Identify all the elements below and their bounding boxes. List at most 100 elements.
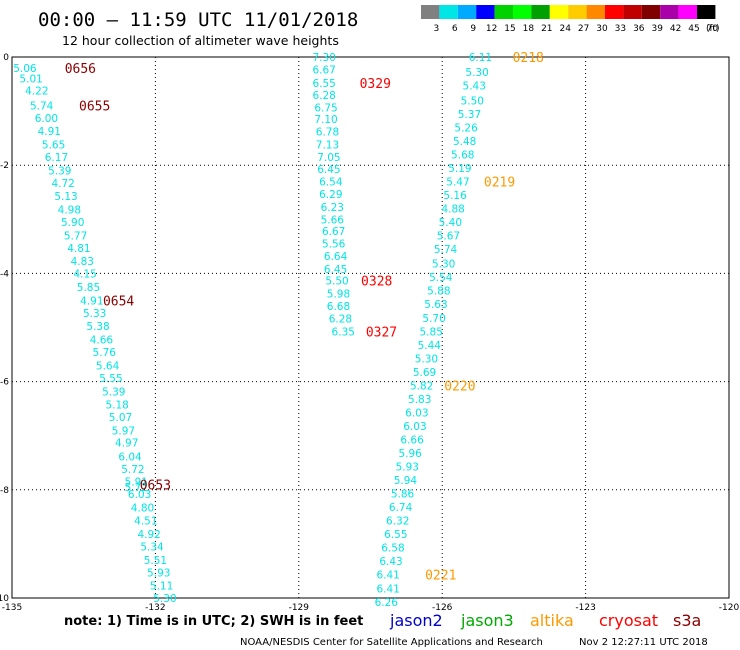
- wave-height-value: 5.77: [64, 231, 87, 243]
- wave-height-value: 5.37: [458, 109, 481, 121]
- wave-height-value: 5.98: [327, 288, 350, 300]
- legend-label: 33: [615, 24, 626, 34]
- wave-height-value: 4.92: [137, 529, 160, 541]
- wave-height-value: 6.11: [469, 52, 492, 64]
- wave-height-value: 6.43: [379, 556, 402, 568]
- time-label: 0654: [103, 294, 134, 309]
- time-label: 0653: [140, 478, 171, 493]
- wave-height-value: 5.65: [42, 140, 65, 152]
- wave-height-value: 7.05: [317, 152, 340, 164]
- legend-label: 21: [541, 24, 552, 34]
- wave-height-value: 6.03: [405, 407, 428, 419]
- wave-height-value: 6.04: [118, 451, 142, 463]
- map-title: 00:00 – 11:59 UTC 11/01/2018: [38, 9, 358, 31]
- track-altika: 6.11 5.30 5.43 5.50 5.375.26 5.485.68 5.195.47…: [375, 52, 493, 609]
- lat-tick-label: -6: [0, 378, 9, 388]
- legend-label: 15: [504, 24, 515, 34]
- wave-height-value: 5.69: [413, 367, 436, 379]
- wave-height-value: 4.97: [115, 438, 138, 450]
- wave-height-value: 5.44: [418, 340, 442, 352]
- wave-height-value: 6.35: [332, 326, 355, 338]
- wave-height-value: 4.83: [71, 256, 94, 268]
- wave-height-value: 4.80: [131, 503, 154, 515]
- satellite-name-altika: altika: [530, 611, 574, 630]
- time-label: 0327: [366, 325, 397, 340]
- lon-tick-label: -135: [2, 603, 22, 613]
- wave-height-value: 6.64: [324, 251, 348, 263]
- time-label: 0328: [361, 274, 392, 289]
- legend-label: 36: [633, 24, 645, 34]
- wave-height-value: 5.56: [322, 239, 346, 251]
- wave-height-value: 4.91: [38, 126, 61, 138]
- wave-height-value: 5.63: [424, 299, 447, 311]
- wave-height-value: 5.55: [99, 373, 122, 385]
- legend-swatch: [476, 5, 495, 19]
- track-cryosat: 5.065.014.225.746.004.915.656.175.394.72…: [13, 63, 176, 605]
- altimeter-tracks: 5.065.014.225.746.004.915.656.175.394.72…: [13, 52, 492, 609]
- legend-swatch: [678, 5, 697, 19]
- wave-height-value: 4.22: [25, 86, 48, 98]
- wave-height-value: 5.26: [454, 122, 478, 134]
- wave-height-value: 5.88: [427, 286, 450, 298]
- wave-height-value: 6.29: [319, 189, 342, 201]
- legend-swatch: [623, 5, 642, 19]
- legend-swatch: [568, 5, 587, 19]
- legend-label: 39: [651, 24, 663, 34]
- wave-height-value: 6.45: [324, 264, 347, 276]
- lon-tick-label: -129: [289, 603, 310, 613]
- wave-height-value: 7.10: [314, 114, 337, 126]
- legend-swatch: [605, 5, 624, 19]
- wave-height-value: 6.68: [327, 301, 350, 313]
- legend-label: 12: [486, 24, 497, 34]
- wave-height-value: 5.11: [150, 581, 173, 593]
- wave-height-value: 6.58: [381, 543, 404, 555]
- timestamp-text: Nov 2 12:27:11 UTC 2018: [579, 637, 708, 648]
- wave-height-value: 5.64: [96, 360, 120, 372]
- wave-height-value: 6.55: [312, 78, 335, 90]
- time-label: 0220: [444, 379, 475, 394]
- wave-height-value: 5.47: [446, 176, 469, 188]
- axis-ticks: -135 -132 -129 -126 -123 -120 0 -2 -4 -6 -8 -10: [0, 53, 739, 613]
- wave-height-value: 5.43: [463, 81, 486, 93]
- wave-height-value: 4.72: [51, 178, 74, 190]
- wave-height-value: 5.83: [408, 394, 431, 406]
- legend-swatch: [439, 5, 458, 19]
- wave-height-value: 4.15: [73, 268, 96, 280]
- wave-height-value: 7.13: [316, 140, 339, 152]
- wave-height-value: 4.81: [67, 243, 90, 255]
- legend-swatch: [421, 5, 440, 19]
- legend-swatch: [513, 5, 532, 19]
- wave-height-value: 6.28: [312, 90, 335, 102]
- track-s3a: 7.306.676.556.286.757.106.787.137.056.45…: [312, 52, 355, 338]
- wave-height-value: 5.94: [394, 475, 418, 487]
- time-label: 0219: [484, 175, 515, 190]
- wave-height-value: 5.68: [451, 149, 474, 161]
- wave-height-value: 6.28: [329, 313, 352, 325]
- wave-height-value: 5.97: [112, 425, 135, 437]
- wave-height-value: 6.67: [322, 226, 345, 238]
- legend-swatch: [697, 5, 716, 19]
- wave-height-value: 5.30: [432, 259, 455, 271]
- wave-height-value: 6.41: [376, 583, 399, 595]
- wave-height-value: 5.01: [19, 74, 42, 86]
- wave-height-value: 6.00: [35, 113, 58, 125]
- wave-height-value: 6.78: [316, 127, 339, 139]
- lon-tick-label: -123: [575, 603, 595, 613]
- wave-height-value: 5.30: [465, 67, 488, 79]
- wave-height-value: 7.30: [312, 52, 335, 64]
- wave-height-value: 5.67: [437, 231, 460, 243]
- legend-swatch: [660, 5, 679, 19]
- legend-swatch: [494, 5, 513, 19]
- lon-tick-label: -132: [145, 603, 165, 613]
- wave-height-value: 5.70: [422, 313, 445, 325]
- wave-height-value: 5.13: [54, 191, 77, 203]
- legend-swatch: [641, 5, 661, 19]
- wave-height-value: 5.93: [396, 462, 419, 474]
- time-label: 0656: [65, 62, 96, 77]
- time-labels: 0656 0655 0654 0653 0329 0328 0327 0218 0219 0220…: [65, 51, 544, 584]
- wave-height-value: 5.74: [30, 101, 54, 113]
- wave-height-value: 5.38: [86, 321, 109, 333]
- wave-height-value: 5.91: [125, 477, 148, 489]
- map-subtitle: 12 hour collection of altimeter wave hei…: [62, 33, 339, 48]
